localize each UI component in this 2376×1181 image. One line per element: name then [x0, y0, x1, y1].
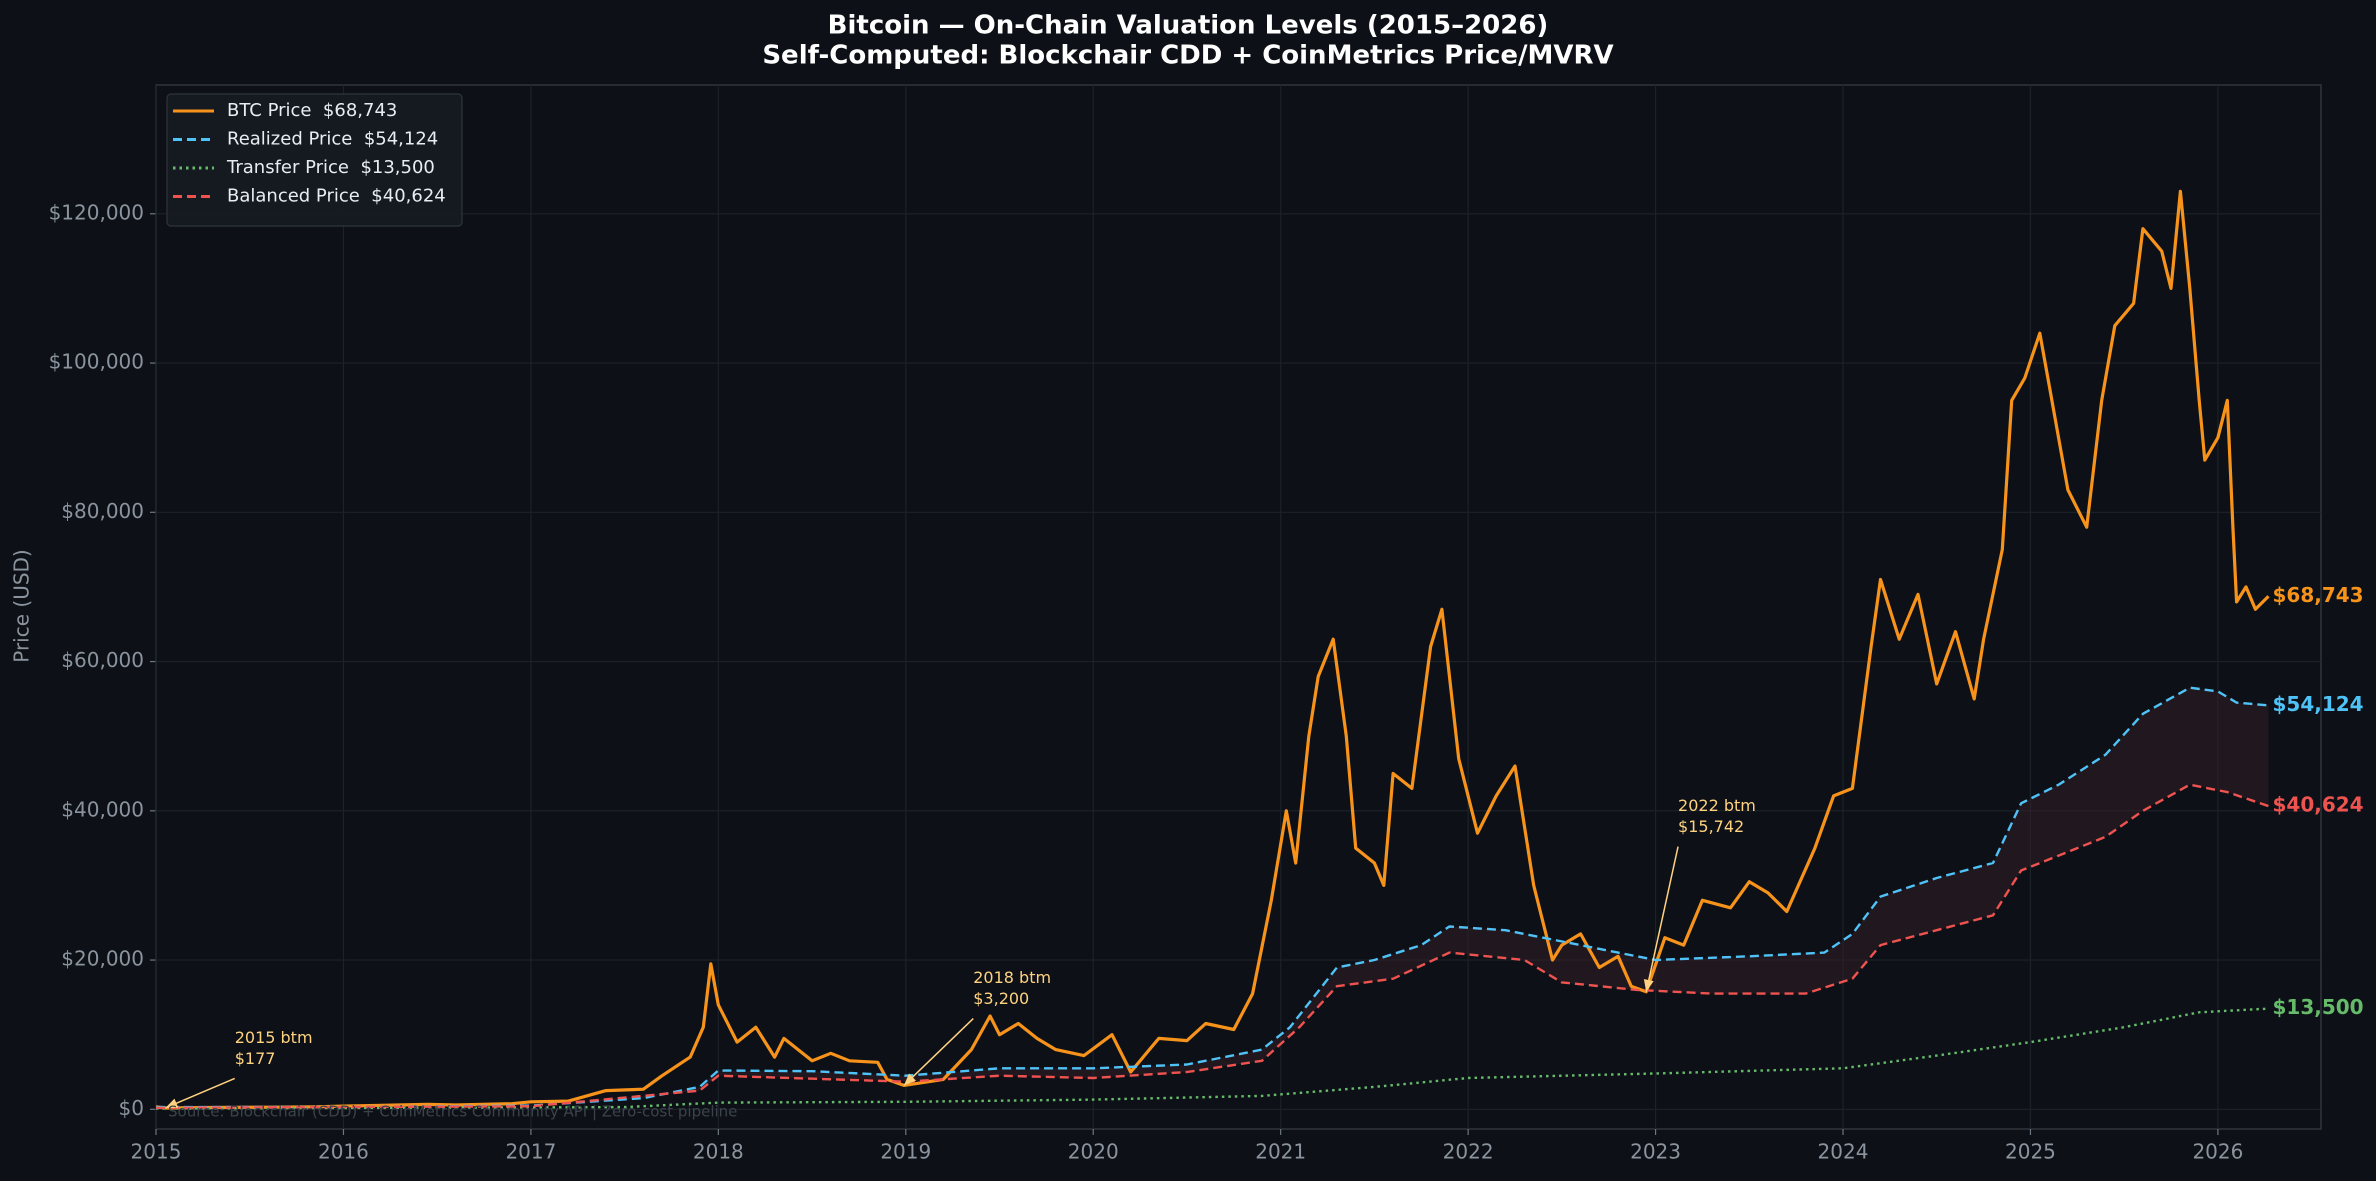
y-tick-label: $100,000	[49, 350, 144, 374]
plot-lines	[156, 189, 2270, 1110]
annotation-text: $3,200	[973, 989, 1029, 1008]
x-tick-label: 2022	[1443, 1140, 1494, 1164]
chart-subtitle: Self-Computed: Blockchair CDD + CoinMetr…	[762, 41, 1613, 71]
annotation-text: 2015 btm	[235, 1028, 313, 1047]
series-line	[156, 783, 2269, 1109]
x-tick-label: 2023	[1630, 1140, 1681, 1164]
legend-label: BTC Price $68,743	[227, 100, 397, 121]
x-tick-label: 2020	[1068, 1140, 1119, 1164]
x-tick-label: 2017	[505, 1140, 556, 1164]
annotation-text: $15,742	[1678, 817, 1744, 836]
series-line	[156, 189, 2270, 1110]
end-label: $40,624	[2273, 793, 2364, 817]
annotation-text: 2018 btm	[973, 968, 1051, 987]
x-tick-label: 2024	[1818, 1140, 1869, 1164]
annotation-arrow	[1645, 846, 1679, 992]
legend-label: Balanced Price $40,624	[227, 186, 446, 207]
y-tick-label: $0	[119, 1096, 144, 1120]
legend-label: Transfer Price $13,500	[226, 157, 435, 178]
y-tick-label: $40,000	[61, 797, 144, 821]
end-label: $13,500	[2273, 995, 2364, 1019]
x-tick-label: 2015	[131, 1140, 182, 1164]
annotation-arrow	[165, 1077, 236, 1109]
x-tick-label: 2016	[318, 1140, 369, 1164]
x-tick-label: 2021	[1255, 1140, 1306, 1164]
annotation-text: $177	[235, 1049, 276, 1068]
series-line	[156, 1007, 2269, 1110]
plot-area	[155, 84, 2322, 1130]
end-label: $54,124	[2273, 692, 2364, 716]
legend-label: Realized Price $54,124	[227, 129, 438, 150]
legend-box	[166, 93, 463, 227]
series-line	[156, 686, 2269, 1109]
y-axis-label: Price (USD)	[10, 549, 34, 663]
chart-title: Bitcoin — On-Chain Valuation Levels (201…	[828, 11, 1549, 41]
x-tick-label: 2018	[693, 1140, 744, 1164]
x-tick-label: 2026	[2192, 1140, 2243, 1164]
annotation-arrowhead	[1643, 979, 1654, 992]
x-tick-label: 2019	[880, 1140, 931, 1164]
y-tick-label: $80,000	[61, 499, 144, 523]
annotation-arrowhead	[903, 1073, 917, 1086]
annotation-arrowhead	[165, 1098, 179, 1108]
source-note: Source: Blockchair (CDD) + CoinMetrics C…	[168, 1103, 737, 1121]
end-label: $68,743	[2273, 583, 2364, 607]
y-tick-label: $60,000	[61, 648, 144, 672]
y-tick-label: $120,000	[49, 200, 144, 224]
annotation-arrow	[903, 1018, 974, 1086]
x-tick-label: 2025	[2005, 1140, 2056, 1164]
y-tick-label: $20,000	[61, 947, 144, 971]
annotation-text: 2022 btm	[1678, 796, 1756, 815]
